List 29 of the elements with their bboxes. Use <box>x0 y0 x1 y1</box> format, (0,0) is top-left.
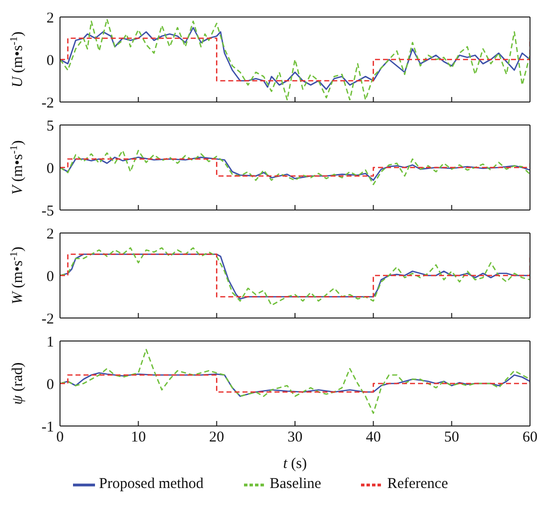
y-tick-label: -5 <box>42 203 54 220</box>
line-series <box>60 247 530 306</box>
y-axis-title: ψ (rad) <box>10 362 26 405</box>
legend-label: Reference <box>387 476 448 492</box>
line-series <box>60 150 530 186</box>
y-tick-label: 0 <box>46 160 54 177</box>
x-tick-label: 20 <box>209 430 224 446</box>
x-tick-label: 10 <box>130 430 146 446</box>
y-tick-label: 2 <box>46 226 54 242</box>
y-tick-label: 2 <box>46 10 54 26</box>
x-tick-label: 50 <box>444 430 460 446</box>
legend-label: Proposed method <box>98 476 204 492</box>
y-tick-label: 1 <box>46 334 54 350</box>
y-tick-label: 5 <box>46 118 54 134</box>
y-tick-label: 0 <box>46 52 54 69</box>
x-tick-label: 40 <box>366 430 381 446</box>
y-tick-label: -2 <box>42 95 54 112</box>
y-tick-label: 0 <box>46 376 54 393</box>
line-series <box>60 156 530 181</box>
x-tick-label: 60 <box>522 430 538 446</box>
y-tick-label: 0 <box>46 268 54 285</box>
y-tick-label: -2 <box>42 311 54 328</box>
line-series <box>60 348 530 414</box>
legend-label: Baseline <box>270 476 322 492</box>
y-tick-label: -1 <box>42 419 54 436</box>
line-series <box>60 18 530 101</box>
x-tick-label: 30 <box>288 430 302 446</box>
x-axis-title: t (s) <box>283 456 307 472</box>
line-series <box>60 26 530 90</box>
